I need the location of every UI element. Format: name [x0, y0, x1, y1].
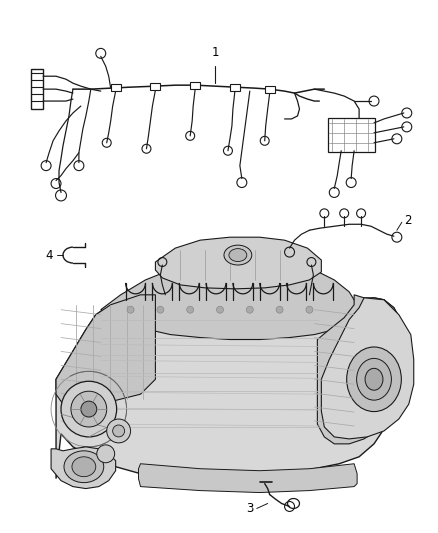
Polygon shape — [51, 447, 116, 489]
Circle shape — [127, 306, 134, 313]
Bar — [150, 83, 160, 90]
Polygon shape — [56, 295, 155, 407]
Ellipse shape — [357, 358, 392, 400]
Polygon shape — [155, 237, 321, 289]
Circle shape — [216, 306, 223, 313]
Polygon shape — [31, 69, 43, 109]
Circle shape — [107, 419, 131, 443]
Circle shape — [157, 306, 164, 313]
Ellipse shape — [365, 368, 383, 390]
Polygon shape — [138, 464, 357, 492]
Ellipse shape — [229, 248, 247, 262]
Text: 4: 4 — [46, 248, 53, 262]
Bar — [190, 82, 200, 88]
Circle shape — [97, 445, 115, 463]
Circle shape — [246, 306, 253, 313]
Bar — [111, 84, 120, 91]
Ellipse shape — [64, 451, 104, 482]
Circle shape — [187, 306, 194, 313]
Text: 3: 3 — [246, 502, 254, 515]
Circle shape — [71, 391, 107, 427]
Bar — [265, 86, 275, 93]
Circle shape — [276, 306, 283, 313]
Polygon shape — [101, 262, 357, 340]
Bar — [230, 84, 240, 91]
Ellipse shape — [224, 245, 252, 265]
Circle shape — [306, 306, 313, 313]
FancyBboxPatch shape — [328, 118, 375, 152]
Circle shape — [81, 401, 97, 417]
Polygon shape — [56, 295, 407, 479]
Ellipse shape — [347, 347, 401, 411]
Ellipse shape — [72, 457, 96, 477]
Circle shape — [61, 381, 117, 437]
Text: 1: 1 — [211, 46, 219, 59]
Circle shape — [113, 425, 124, 437]
Polygon shape — [321, 298, 414, 439]
Polygon shape — [318, 295, 407, 444]
Text: 2: 2 — [404, 214, 411, 227]
